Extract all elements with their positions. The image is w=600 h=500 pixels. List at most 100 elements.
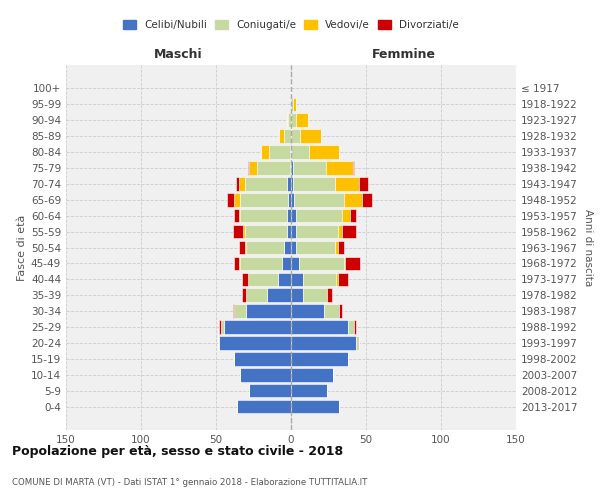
Bar [290, 161, 291, 174]
Bar [240, 193, 288, 206]
Bar [345, 256, 360, 270]
Bar [249, 161, 257, 174]
Y-axis label: Anni di nascita: Anni di nascita [583, 209, 593, 286]
Bar [245, 177, 287, 190]
Bar [335, 177, 359, 190]
Bar [239, 240, 245, 254]
Bar [355, 336, 359, 350]
Bar [284, 240, 291, 254]
Bar [303, 272, 336, 286]
Bar [246, 304, 291, 318]
Bar [239, 209, 240, 222]
Bar [324, 304, 339, 318]
Bar [337, 272, 348, 286]
Bar [233, 225, 243, 238]
Bar [291, 384, 327, 398]
Bar [248, 272, 277, 286]
Bar [291, 240, 296, 254]
Bar [291, 130, 300, 143]
Bar [291, 145, 309, 159]
Bar [279, 130, 284, 143]
Bar [348, 320, 354, 334]
Bar [342, 225, 355, 238]
Bar [287, 209, 291, 222]
Bar [287, 114, 288, 127]
Bar [291, 193, 294, 206]
Bar [234, 209, 239, 222]
Bar [291, 114, 296, 127]
Bar [248, 161, 249, 174]
Bar [219, 320, 221, 334]
Bar [296, 114, 308, 127]
Bar [291, 336, 355, 350]
Bar [291, 368, 333, 382]
Text: COMUNE DI MARTA (VT) - Dati ISTAT 1° gennaio 2018 - Elaborazione TUTTITALIA.IT: COMUNE DI MARTA (VT) - Dati ISTAT 1° gen… [12, 478, 367, 487]
Bar [291, 320, 348, 334]
Bar [282, 256, 291, 270]
Bar [243, 225, 245, 238]
Bar [290, 145, 291, 159]
Bar [291, 256, 299, 270]
Bar [291, 161, 293, 174]
Bar [293, 161, 325, 174]
Bar [354, 320, 355, 334]
Bar [293, 177, 335, 190]
Bar [249, 384, 291, 398]
Bar [257, 161, 290, 174]
Bar [337, 225, 342, 238]
Bar [287, 177, 291, 190]
Bar [287, 225, 291, 238]
Text: Popolazione per età, sesso e stato civile - 2018: Popolazione per età, sesso e stato civil… [12, 445, 343, 458]
Bar [223, 320, 291, 334]
Bar [291, 225, 296, 238]
Bar [291, 209, 296, 222]
Bar [234, 352, 291, 366]
Bar [218, 336, 219, 350]
Bar [219, 336, 291, 350]
Bar [296, 209, 342, 222]
Bar [267, 288, 291, 302]
Legend: Celibi/Nubili, Coniugati/e, Vedovi/e, Divorziati/e: Celibi/Nubili, Coniugati/e, Vedovi/e, Di… [119, 16, 463, 34]
Bar [241, 272, 248, 286]
Bar [241, 288, 246, 302]
Bar [291, 288, 303, 302]
Bar [343, 193, 361, 206]
Bar [239, 177, 245, 190]
Bar [235, 177, 239, 190]
Bar [291, 177, 293, 190]
Bar [234, 193, 240, 206]
Bar [288, 193, 291, 206]
Bar [277, 272, 291, 286]
Bar [291, 272, 303, 286]
Bar [291, 352, 348, 366]
Bar [361, 193, 372, 206]
Bar [342, 209, 349, 222]
Text: Maschi: Maschi [154, 48, 203, 62]
Bar [291, 400, 339, 413]
Bar [300, 130, 321, 143]
Y-axis label: Fasce di età: Fasce di età [17, 214, 27, 280]
Bar [245, 225, 287, 238]
Bar [337, 240, 343, 254]
Bar [269, 145, 290, 159]
Bar [291, 304, 324, 318]
Bar [234, 256, 239, 270]
Bar [296, 240, 335, 254]
Bar [349, 209, 355, 222]
Bar [234, 304, 246, 318]
Bar [237, 400, 291, 413]
Bar [291, 98, 293, 111]
Bar [284, 130, 291, 143]
Bar [343, 256, 345, 270]
Bar [221, 320, 223, 334]
Bar [299, 256, 343, 270]
Bar [294, 193, 343, 206]
Bar [233, 304, 234, 318]
Bar [303, 288, 327, 302]
Bar [327, 288, 331, 302]
Bar [227, 193, 234, 206]
Bar [239, 256, 240, 270]
Bar [293, 98, 296, 111]
Bar [261, 145, 269, 159]
Bar [359, 177, 367, 190]
